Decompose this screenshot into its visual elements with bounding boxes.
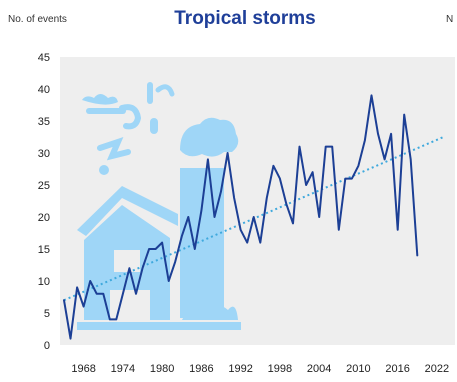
x-tick-label: 2016	[385, 363, 409, 375]
y-tick-labels: 0 5 10 15 20 25 30 35 40 45	[38, 52, 50, 352]
y-tick-label: 20	[38, 212, 50, 224]
y-tick-label: 40	[38, 84, 50, 96]
x-tick-labels: 1968 1974 1980 1986 1992 1998 2004 2010 2016 2022	[71, 363, 449, 375]
y-tick-label: 10	[38, 276, 50, 288]
x-tick-label: 2022	[425, 363, 449, 375]
x-tick-label: 1980	[150, 363, 174, 375]
cut-off-label: N	[446, 14, 453, 25]
y-tick-label: 0	[44, 340, 50, 352]
y-tick-label: 15	[38, 244, 50, 256]
series-layer	[63, 94, 419, 340]
x-tick-label: 1968	[71, 363, 95, 375]
y-tick-label: 35	[38, 116, 50, 128]
y-tick-label: 5	[44, 308, 50, 320]
y-tick-label: 45	[38, 52, 50, 64]
x-tick-label: 1986	[189, 363, 213, 375]
x-tick-label: 1998	[268, 363, 292, 375]
series-line	[63, 94, 419, 340]
x-tick-label: 2004	[307, 363, 331, 375]
y-axis-label: No. of events	[8, 14, 67, 25]
x-tick-label: 2010	[346, 363, 370, 375]
x-tick-label: 1992	[228, 363, 252, 375]
y-tick-label: 30	[38, 148, 50, 160]
y-tick-label: 25	[38, 180, 50, 192]
house-storm-illustration	[77, 82, 241, 330]
x-tick-label: 1974	[111, 363, 135, 375]
chart-title: Tropical storms	[174, 8, 316, 29]
